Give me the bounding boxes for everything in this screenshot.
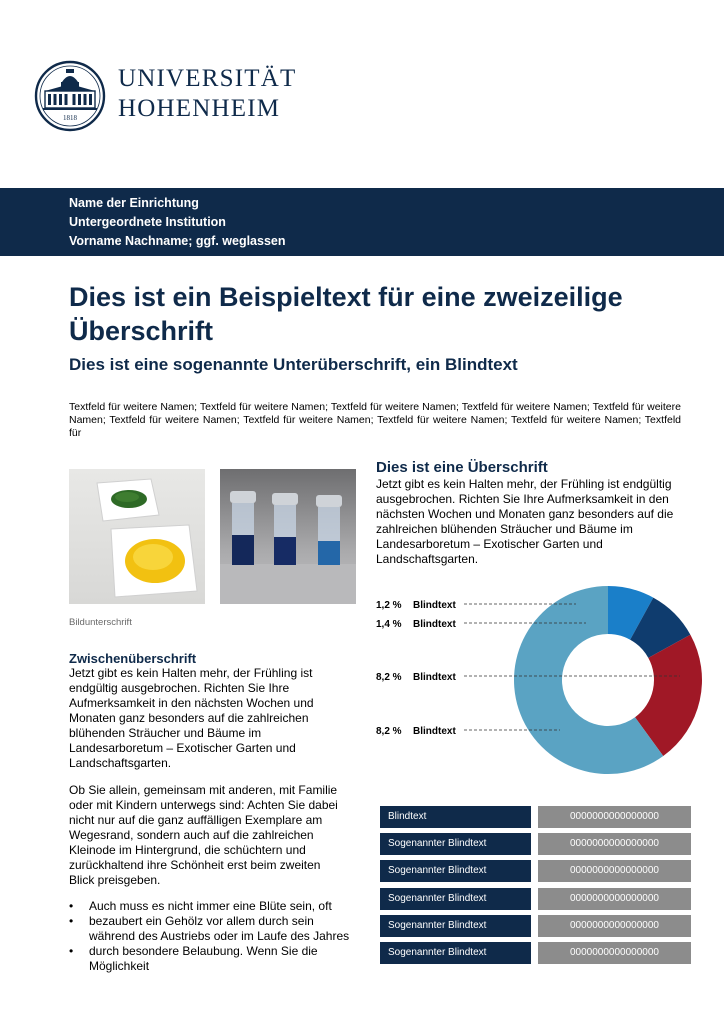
table-row-value: 0000000000000000 xyxy=(538,914,691,937)
donut-slice-1 xyxy=(608,586,654,640)
table-row-label: Sogenannter Blindtext xyxy=(380,833,531,856)
table-row-label: Sogenannter Blindtext xyxy=(380,914,531,937)
right-paragraph: Jetzt gibt es kein Halten mehr, der Früh… xyxy=(376,477,674,566)
donut-slice-4 xyxy=(513,586,664,774)
university-name-line2: HOHENHEIM xyxy=(118,95,281,122)
table-row-label: Sogenannter Blindtext xyxy=(380,860,531,883)
powder-dishes-photo xyxy=(69,469,205,604)
list-item: Auch muss es nicht immer eine Blüte sein… xyxy=(69,899,359,914)
chart-label-percent: 1,2 % xyxy=(376,600,402,611)
list-item: durch besondere Belaubung. Wenn Sie die … xyxy=(69,944,359,974)
left-paragraph-1: Jetzt gibt es kein Halten mehr, der Früh… xyxy=(69,666,314,770)
chart-label-name: Blindtext xyxy=(413,672,456,683)
image-caption: Bildunterschrift xyxy=(69,617,132,628)
bullet-list: Auch muss es nicht immer eine Blüte sein… xyxy=(69,899,359,974)
table-row: Sogenannter Blindtext 0000000000000000 xyxy=(380,833,691,856)
donut-chart: 1,2 % Blindtext 1,4 % Blindtext 8,2 % Blindte… xyxy=(376,586,702,774)
table-row: Sogenannter Blindtext 0000000000000000 xyxy=(380,887,691,910)
university-name-line1: UNIVERSITÄT xyxy=(118,65,297,92)
right-heading: Dies ist eine Überschrift xyxy=(376,459,548,476)
table-row-value: 0000000000000000 xyxy=(538,887,691,910)
donut-slice-2 xyxy=(630,597,691,658)
table-row-value: 0000000000000000 xyxy=(538,941,691,964)
data-table: Blindtext 0000000000000000 Sogenannter Bli… xyxy=(380,806,691,969)
logo-year: 1818 xyxy=(63,114,78,122)
table-row: Blindtext 0000000000000000 xyxy=(380,806,691,828)
university-name: UNIVERSITÄT HOHENHEIM xyxy=(118,64,296,124)
table-row-label: Blindtext xyxy=(380,806,531,828)
left-paragraph-2: Ob Sie allein, gemeinsam mit anderen, mi… xyxy=(69,783,338,887)
table-row-value: 0000000000000000 xyxy=(538,806,691,828)
university-logo-icon: 1818 xyxy=(34,60,106,132)
names-textfield: Textfeld für weitere Namen; Textfeld für… xyxy=(69,401,681,439)
table-row: Sogenannter Blindtext 0000000000000000 xyxy=(380,914,691,937)
table-row: Sogenannter Blindtext 0000000000000000 xyxy=(380,941,691,964)
page-subtitle: Dies ist eine sogenannte Unterüberschrif… xyxy=(69,355,518,374)
chart-label-name: Blindtext xyxy=(413,619,456,630)
table-row-value: 0000000000000000 xyxy=(538,860,691,883)
donut-slice-3 xyxy=(635,634,702,757)
vials-photo xyxy=(220,469,356,604)
header-banner: Name der Einrichtung Untergeordnete Inst… xyxy=(0,188,724,256)
chart-label-percent: 8,2 % xyxy=(376,672,402,683)
banner-sub-institution: Untergeordnete Institution xyxy=(69,215,226,229)
table-row-value: 0000000000000000 xyxy=(538,833,691,856)
banner-institution: Name der Einrichtung xyxy=(69,196,199,210)
banner-author: Vorname Nachname; ggf. weglassen xyxy=(69,234,286,248)
chart-label-percent: 1,4 % xyxy=(376,619,402,630)
page-title: Dies ist ein Beispieltext für eine zweiz… xyxy=(69,282,623,346)
chart-label-name: Blindtext xyxy=(413,600,456,611)
table-row: Sogenannter Blindtext 0000000000000000 xyxy=(380,860,691,883)
table-row-label: Sogenannter Blindtext xyxy=(380,941,531,964)
left-heading: Zwischenüberschrift xyxy=(69,651,197,666)
list-item: bezaubert ein Gehölz vor allem durch sei… xyxy=(69,914,359,944)
chart-label-name: Blindtext xyxy=(413,726,456,737)
table-row-label: Sogenannter Blindtext xyxy=(380,887,531,910)
chart-label-percent: 8,2 % xyxy=(376,726,402,737)
